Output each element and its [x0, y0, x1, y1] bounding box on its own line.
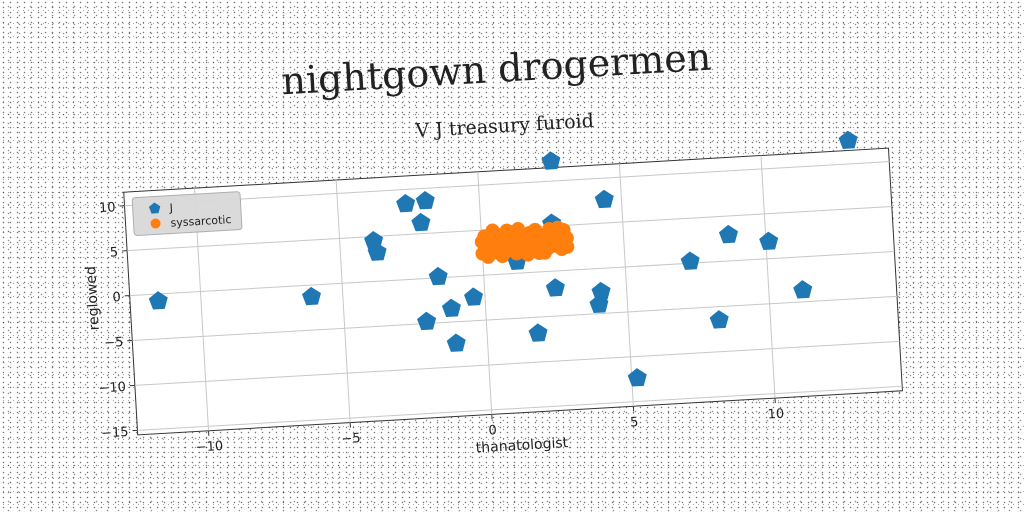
x-tick-label: −10 [195, 439, 223, 456]
point-syssarcotic [499, 223, 514, 238]
y-tick-label: 10 [99, 200, 116, 216]
point-syssarcotic [477, 229, 492, 244]
y-grid-line [137, 385, 903, 431]
x-tick-label: −5 [341, 431, 361, 447]
point-j [428, 266, 448, 286]
x-grid-line [618, 163, 634, 407]
point-syssarcotic [506, 240, 521, 255]
point-j [680, 251, 700, 270]
plot-area: −10 −5 0 5 10 −15 −10 −5 0 5 10 J syssarcotic than… [98, 130, 903, 456]
y-grid-line [132, 295, 898, 341]
y-grid-line [124, 161, 890, 207]
point-j [528, 323, 548, 342]
point-j [415, 191, 435, 210]
point-syssarcotic [548, 234, 563, 249]
point-syssarcotic [537, 245, 552, 260]
x-tick-label: 0 [488, 423, 497, 438]
point-j [148, 291, 168, 310]
x-tick-label: 5 [630, 415, 639, 430]
point-syssarcotic [481, 249, 496, 264]
point-syssarcotic [528, 222, 543, 237]
point-j [301, 286, 321, 306]
point-j [627, 368, 647, 387]
legend: J syssarcotic [131, 191, 243, 237]
y-tick-label: −10 [98, 380, 126, 397]
legend-label-syssarcotic: syssarcotic [170, 213, 232, 229]
x-grid-line [760, 155, 776, 399]
point-j [718, 224, 738, 244]
axis-ticks: −10 −5 0 5 10 −15 −10 −5 0 5 10 [98, 200, 784, 456]
point-j [441, 298, 461, 317]
grid-lines [124, 155, 903, 431]
point-j [446, 333, 466, 352]
legend-marker-j [148, 202, 161, 214]
point-syssarcotic [495, 249, 510, 264]
y-grid-line [134, 340, 900, 386]
point-j [396, 193, 416, 213]
data-points [148, 130, 858, 387]
chart-title: nightgown drogermen [280, 35, 712, 104]
y-tick-label: −15 [101, 425, 129, 442]
point-j [417, 311, 437, 331]
x-tick-label: 10 [767, 407, 784, 423]
point-j [793, 280, 813, 299]
y-tick-label: 0 [112, 290, 121, 305]
point-j [591, 281, 611, 301]
x-grid-line [477, 171, 493, 415]
point-syssarcotic [559, 230, 574, 245]
plot-frame [123, 147, 903, 436]
point-j [367, 242, 387, 261]
point-j [838, 130, 858, 149]
point-j [411, 212, 431, 232]
point-j [709, 310, 729, 329]
point-j [594, 189, 614, 209]
y-axis-label: reglowed [83, 266, 103, 331]
legend-label-j: J [168, 201, 173, 214]
point-j [463, 287, 483, 306]
x-axis-label: thanatologist [475, 435, 569, 456]
point-j [545, 278, 565, 297]
point-syssarcotic [517, 231, 532, 246]
y-grid-line [129, 250, 895, 297]
point-syssarcotic [521, 247, 536, 262]
legend-marker-syssarcotic [150, 218, 161, 229]
y-tick-label: 5 [109, 245, 118, 260]
point-j [541, 151, 561, 170]
chart-subtitle: V J treasury furoid [414, 110, 595, 142]
y-tick-label: −5 [104, 335, 124, 351]
x-grid-line [335, 179, 351, 423]
point-syssarcotic [489, 236, 504, 251]
point-j [759, 231, 779, 251]
